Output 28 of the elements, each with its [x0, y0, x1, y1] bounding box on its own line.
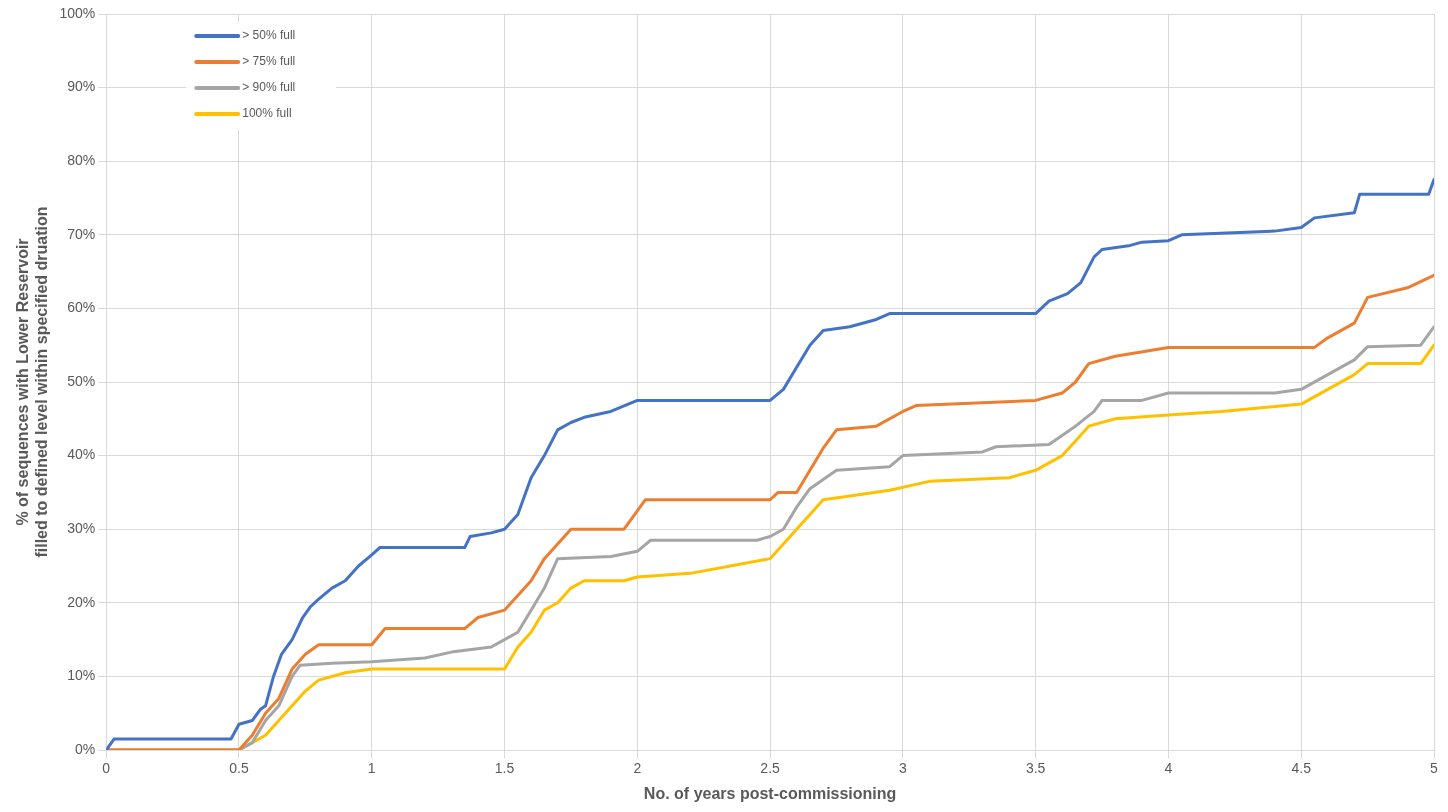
y-tick-label: 50%	[67, 372, 96, 389]
y-tick-label: 90%	[67, 78, 96, 95]
legend-label: > 75% full	[242, 54, 296, 69]
x-tick-label: 5	[1430, 760, 1439, 777]
legend-label: > 50% full	[242, 28, 296, 43]
y-tick-label: 80%	[67, 152, 96, 169]
x-tick-label: 2	[633, 760, 642, 777]
y-tick-label: 60%	[67, 299, 96, 316]
y-tick-label: 100%	[59, 4, 96, 21]
y-tick-label: 10%	[67, 667, 96, 684]
x-tick-label: 4.5	[1291, 760, 1312, 777]
legend-label: > 90% full	[242, 80, 296, 95]
y-tick-label: 30%	[67, 520, 96, 537]
x-tick-label: 3	[898, 760, 907, 777]
x-tick-label: 3.5	[1025, 760, 1046, 777]
x-tick-label: 2.5	[760, 760, 781, 777]
y-tick-label: 70%	[67, 225, 96, 242]
y-tick-label: 20%	[67, 593, 96, 610]
y-tick-label: 40%	[67, 446, 96, 463]
y-axis-title: % of sequences with Lower Reservoir filled to defined level within specified druation	[14, 206, 51, 558]
x-tick-label: 0	[102, 760, 111, 777]
y-tick-label: 0%	[74, 740, 96, 757]
x-tick-label: 4	[1164, 760, 1173, 777]
legend-label: 100% full	[242, 106, 292, 121]
x-tick-label: 0.5	[229, 760, 249, 777]
x-tick-label: 1.5	[494, 760, 515, 777]
x-axis-title: No. of years post-commissioning	[643, 784, 897, 802]
x-tick-label: 1	[367, 760, 376, 777]
